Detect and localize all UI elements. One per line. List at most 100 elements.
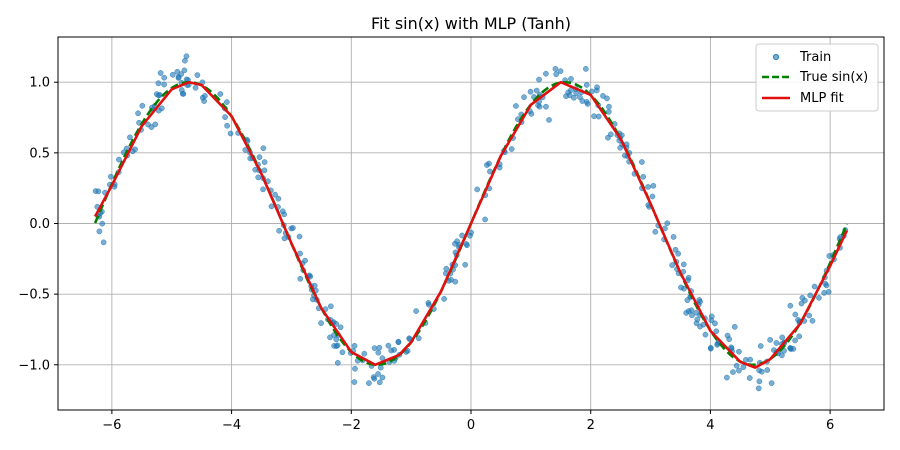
train-point	[736, 367, 742, 374]
train-point	[740, 364, 747, 370]
train-point	[297, 275, 304, 282]
train-point	[607, 131, 614, 138]
train-point	[595, 113, 602, 120]
train-point	[339, 349, 346, 356]
train-point	[639, 159, 645, 165]
train-point	[758, 368, 765, 375]
train-point	[684, 297, 691, 304]
train-point	[678, 284, 684, 291]
train-point	[127, 134, 133, 141]
train-point	[454, 238, 460, 245]
train-point	[693, 309, 700, 316]
train-point	[415, 335, 422, 342]
train-point	[508, 146, 515, 152]
train-point	[755, 385, 762, 392]
train-point	[669, 262, 676, 268]
train-point	[464, 242, 470, 249]
train-point	[764, 367, 771, 373]
train-point	[792, 337, 798, 344]
train-point	[194, 72, 201, 78]
train-point	[513, 103, 519, 109]
train-point	[255, 174, 262, 181]
train-point	[757, 343, 764, 349]
train-point	[281, 211, 288, 218]
train-point	[600, 93, 606, 99]
train-point	[756, 378, 763, 385]
train-point	[821, 290, 828, 296]
train-point	[183, 53, 190, 60]
train-point	[310, 296, 316, 303]
x-tick-label: 0	[467, 418, 475, 433]
train-point	[708, 313, 715, 320]
train-point	[224, 122, 230, 129]
train-point	[100, 239, 107, 246]
ticks: −6 −4 −2 0 2 4 6 −1.0 −0.5 0.0 0.5 1.0	[18, 76, 834, 433]
train-point	[155, 107, 162, 114]
train-point	[773, 340, 780, 346]
train-point	[670, 234, 677, 240]
train-point	[811, 283, 818, 290]
train-point	[334, 342, 341, 349]
train-point	[376, 379, 383, 386]
train-point	[702, 331, 709, 338]
train-point	[816, 294, 822, 301]
train-point	[583, 99, 590, 105]
train-point	[261, 159, 268, 165]
train-point	[779, 334, 786, 341]
mlp-fit-line	[93, 80, 849, 369]
train-point	[563, 93, 569, 99]
train-point	[543, 70, 549, 77]
train-point	[148, 124, 155, 130]
chart-title: Fit sin(x) with MLP (Tanh)	[371, 14, 571, 33]
y-tick-label: 1.0	[29, 76, 50, 91]
train-point	[799, 294, 806, 301]
train-point	[169, 71, 176, 78]
train-point	[543, 103, 549, 110]
train-point	[379, 374, 386, 381]
train-point	[426, 301, 432, 308]
train-point	[553, 71, 560, 78]
train-point	[468, 229, 475, 236]
train-point	[441, 296, 447, 302]
train-point	[334, 360, 341, 366]
train-point	[733, 362, 740, 369]
train-point	[806, 312, 813, 319]
train-point	[224, 99, 230, 105]
train-point	[222, 114, 228, 120]
train-point	[823, 282, 830, 289]
y-tick-label: 0.0	[29, 217, 50, 232]
train-point	[552, 65, 559, 72]
train-point	[672, 246, 679, 253]
train-point	[371, 345, 378, 351]
train-point	[482, 216, 488, 223]
train-point	[139, 102, 146, 109]
train-point	[155, 80, 162, 87]
train-point	[179, 90, 186, 97]
train-point	[275, 195, 282, 202]
train-point	[327, 303, 334, 310]
legend-box	[755, 43, 879, 112]
train-point	[96, 228, 103, 235]
train-point	[536, 103, 543, 110]
train-point	[788, 346, 794, 352]
train-point	[583, 82, 590, 88]
train-point	[486, 160, 492, 167]
train-point	[351, 379, 358, 385]
train-point	[736, 348, 742, 355]
lines	[93, 80, 849, 369]
train-point	[694, 316, 701, 323]
train-point	[746, 375, 753, 381]
train-point	[366, 380, 372, 386]
train-point	[261, 167, 268, 174]
train-point	[276, 227, 282, 234]
train-point	[798, 300, 805, 307]
train-point	[664, 220, 671, 227]
train-point	[375, 349, 382, 356]
train-point	[351, 342, 358, 349]
train-point	[462, 261, 469, 268]
x-tick-label: −6	[102, 418, 121, 433]
train-point	[707, 345, 714, 352]
y-tick-label: 0.5	[29, 146, 50, 161]
train-point	[107, 173, 114, 180]
train-point	[521, 94, 527, 101]
